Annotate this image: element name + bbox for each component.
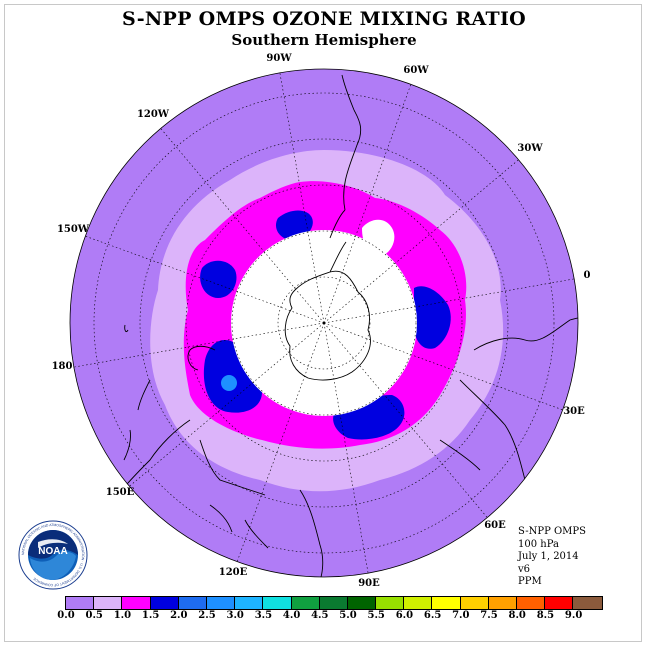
- color-scale-tick-label: 4.0: [282, 610, 301, 621]
- color-scale-ticks: 0.0 0.5 1.0 1.5 2.0 2.5 3.0 3.5 4.0 4.5 5.0 5.5 6.0 6…: [0, 610, 648, 624]
- longitude-label: 60E: [484, 520, 506, 531]
- color-scale-cell: [488, 597, 517, 609]
- longitude-label: 60W: [403, 65, 429, 76]
- color-scale-tick-label: 9.0: [564, 610, 583, 621]
- color-scale-cell: [66, 597, 95, 609]
- color-scale-cell: [263, 597, 292, 609]
- color-scale-tick-label: 2.5: [198, 610, 216, 621]
- color-scale-cell: [347, 597, 377, 609]
- no-data-region: [362, 219, 395, 257]
- max-zone: [221, 375, 237, 391]
- color-scale-cell: [319, 597, 348, 609]
- date-label: July 1, 2014: [518, 551, 579, 562]
- longitude-label: 150E: [106, 487, 135, 498]
- version-label: v6: [518, 563, 531, 575]
- noaa-logo: NOAA NATIONAL OCEANIC AND ATMOSPHERIC AD…: [18, 520, 88, 590]
- longitude-label: 90E: [358, 578, 380, 589]
- color-scale-cell: [432, 597, 461, 609]
- coastlines: [121, 74, 578, 577]
- color-scale-cell: [291, 597, 320, 609]
- longitude-label: 150W: [57, 224, 90, 235]
- color-scale-tick-label: 0.0: [57, 610, 75, 621]
- color-scale-cell: [206, 597, 236, 609]
- map-boundary: [69, 68, 579, 578]
- longitude-label: 180: [52, 361, 73, 372]
- color-scale-cell: [573, 597, 602, 609]
- color-scale-cell: [94, 597, 123, 609]
- color-scale-tick-label: 8.5: [536, 610, 555, 621]
- color-scale-cell: [122, 597, 151, 609]
- product-info: S-NPP OMPS 100 hPa July 1, 2014 v6 PPM: [518, 526, 586, 589]
- color-scale-cell: [460, 597, 489, 609]
- color-scale-cell: [404, 597, 433, 609]
- instrument-label: S-NPP OMPS: [518, 526, 586, 537]
- color-scale-cell: [235, 597, 264, 609]
- color-scale-cell: [178, 597, 207, 609]
- longitude-label: 120E: [219, 567, 248, 578]
- color-scale-tick-label: 1.0: [113, 610, 132, 621]
- color-scale-tick-label: 1.5: [141, 610, 160, 621]
- longitude-labels: 90W 60W 30W 0 30E 60E 90E 120E 150E 180 150W 120W: [52, 53, 591, 589]
- longitude-label: 0: [584, 270, 591, 281]
- color-scale-tick-label: 5.5: [367, 610, 385, 621]
- pressure-level: 100 hPa: [518, 538, 559, 550]
- color-scale-tick-label: 6.5: [423, 610, 442, 621]
- color-scale-tick-label: 7.5: [480, 610, 498, 621]
- peak-zone: [414, 286, 451, 349]
- map-subtitle: Southern Hemisphere: [231, 31, 417, 49]
- units-label: PPM: [518, 576, 542, 587]
- color-scale-tick-label: 2.0: [170, 610, 188, 621]
- peak-zone: [200, 260, 237, 298]
- color-scale-tick-label: 5.0: [339, 610, 357, 621]
- color-scale-tick-label: 8.0: [508, 610, 526, 621]
- color-scale-cell: [376, 597, 405, 609]
- color-scale-cell: [150, 597, 179, 609]
- color-scale-tick-label: 6.0: [395, 610, 414, 621]
- color-scale-tick-label: 7.0: [452, 610, 470, 621]
- color-scale-tick-label: 0.5: [85, 610, 103, 621]
- longitude-label: 30W: [517, 143, 543, 154]
- color-scale-cell: [545, 597, 574, 609]
- longitude-label: 90W: [266, 53, 292, 64]
- color-scale-tick-label: 3.5: [254, 610, 273, 621]
- color-scale-cell: [517, 597, 546, 609]
- color-scale-tick-label: 3.0: [226, 610, 244, 621]
- south-pole-marker: [322, 321, 326, 325]
- color-scale-tick-label: 4.5: [311, 610, 329, 621]
- latitude-grid: [93, 92, 555, 554]
- longitude-label: 30E: [563, 406, 585, 417]
- map-title: S-NPP OMPS OZONE MIXING RATIO: [121, 8, 527, 30]
- svg-text:NOAA: NOAA: [38, 546, 67, 557]
- longitude-label: 120W: [137, 109, 170, 120]
- color-scale-bar: [65, 596, 603, 610]
